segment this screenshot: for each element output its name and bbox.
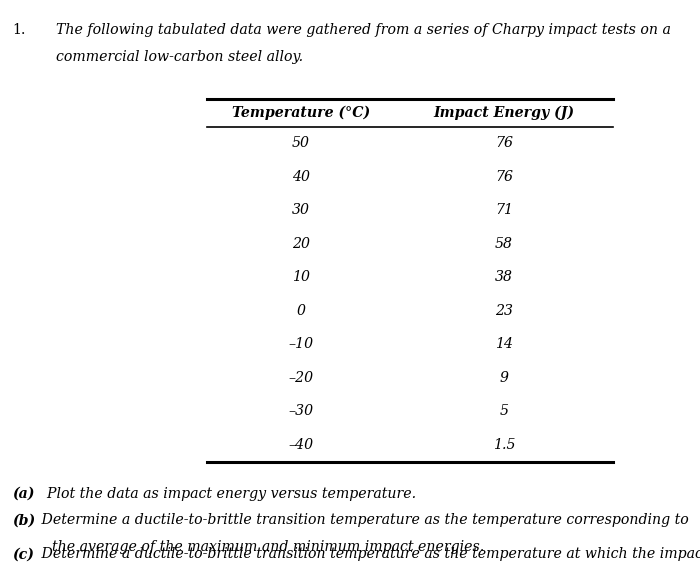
Text: 38: 38 [495, 270, 513, 284]
Text: 1.5: 1.5 [493, 438, 515, 452]
Text: 58: 58 [495, 237, 513, 251]
Text: 30: 30 [292, 203, 310, 217]
Text: (a): (a) [13, 487, 35, 501]
Text: 5: 5 [500, 404, 508, 418]
Text: 40: 40 [292, 170, 310, 184]
Text: 76: 76 [495, 136, 513, 150]
Text: –20: –20 [288, 371, 314, 385]
Text: Impact Energy (J): Impact Energy (J) [433, 105, 575, 120]
Text: 50: 50 [292, 136, 310, 150]
Text: 10: 10 [292, 270, 310, 284]
Text: 0: 0 [297, 304, 305, 318]
Text: Determine a ductile-to-brittle transition temperature as the temperature corresp: Determine a ductile-to-brittle transitio… [37, 513, 689, 528]
Text: 9: 9 [500, 371, 508, 385]
Text: 71: 71 [495, 203, 513, 217]
Text: the average of the maximum and minimum impact energies.: the average of the maximum and minimum i… [52, 540, 484, 555]
Text: 23: 23 [495, 304, 513, 318]
Text: (c): (c) [13, 547, 34, 561]
Text: 20: 20 [292, 237, 310, 251]
Text: –10: –10 [288, 337, 314, 351]
Text: (b): (b) [13, 513, 36, 528]
Text: Plot the data as impact energy versus temperature.: Plot the data as impact energy versus te… [38, 487, 416, 501]
Text: The following tabulated data were gathered from a series of Charpy impact tests : The following tabulated data were gather… [56, 23, 671, 37]
Text: 76: 76 [495, 170, 513, 184]
Text: commercial low-carbon steel alloy.: commercial low-carbon steel alloy. [56, 50, 303, 64]
Text: 1.: 1. [13, 23, 26, 37]
Text: –40: –40 [288, 438, 314, 452]
Text: Determine a ductile-to-brittle transition temperature as the temperature at whic: Determine a ductile-to-brittle transitio… [37, 547, 700, 561]
Text: –30: –30 [288, 404, 314, 418]
Text: Temperature (°C): Temperature (°C) [232, 105, 370, 120]
Text: 14: 14 [495, 337, 513, 351]
